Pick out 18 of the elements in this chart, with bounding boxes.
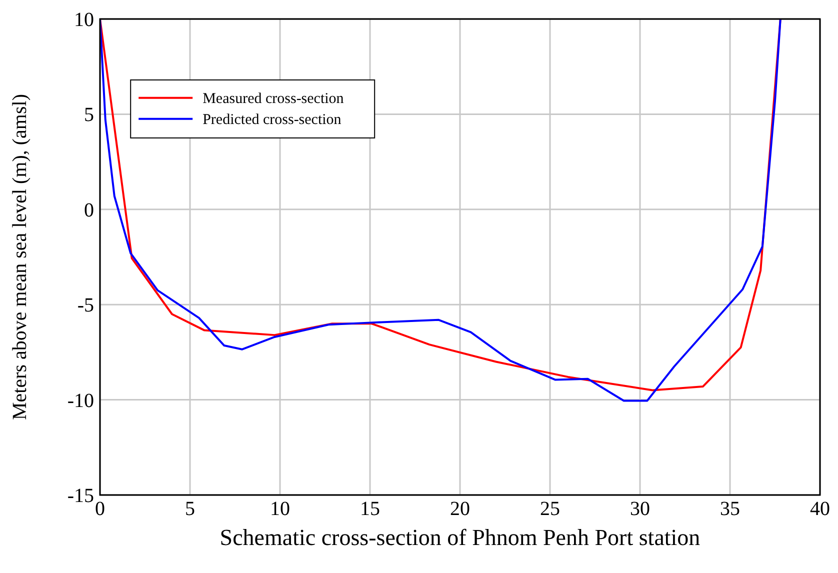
y-tick-label: -5 — [77, 294, 94, 317]
legend-label: Measured cross-section — [202, 90, 344, 107]
x-tick-label: 5 — [185, 498, 195, 520]
x-tick-label: 25 — [540, 498, 560, 520]
y-tick-label: -10 — [67, 390, 94, 412]
y-axis-title: Meters above mean sea level (m), (amsl) — [9, 94, 31, 420]
x-tick-label: 10 — [270, 498, 290, 520]
x-tick-label: 35 — [720, 498, 740, 520]
legend-label: Predicted cross-section — [202, 112, 342, 128]
y-tick-label: 5 — [84, 104, 94, 126]
x-tick-label: 15 — [360, 498, 380, 520]
y-tick-label: 0 — [84, 199, 94, 222]
x-axis-title: Schematic cross-section of Phnom Penh Port station — [220, 525, 701, 550]
x-tick-label: 30 — [630, 498, 650, 520]
y-tick-label: 10 — [74, 9, 94, 31]
x-tick-label: 40 — [810, 498, 830, 520]
x-tick-label: 20 — [450, 498, 470, 520]
y-tick-label: -15 — [67, 485, 94, 507]
